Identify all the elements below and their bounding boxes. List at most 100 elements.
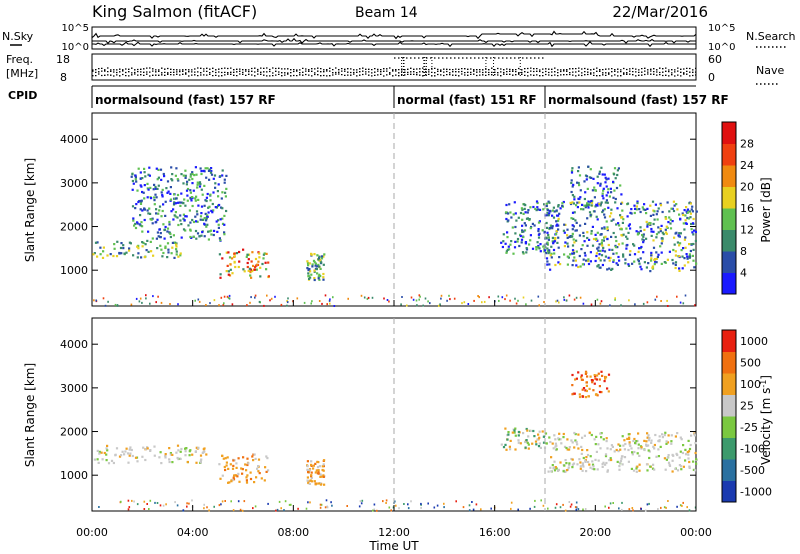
scatter-cell (529, 206, 532, 209)
scatter-cell (626, 437, 629, 440)
scatter-cell (562, 470, 565, 473)
scatter-cell (595, 254, 598, 258)
scatter-cell (96, 449, 99, 452)
scatter-cell (665, 442, 668, 445)
scatter-cell (635, 467, 638, 470)
scatter-cell (189, 175, 192, 178)
nsky-traces (91, 30, 697, 48)
scatter-cell (590, 204, 593, 207)
scatter-cell (558, 256, 561, 259)
scatter-cell (635, 230, 638, 233)
scatter-cell (526, 211, 529, 214)
scatter-cell (196, 183, 199, 186)
scatter-cell (235, 466, 238, 469)
scatter-cell (586, 236, 589, 240)
scatter-cell (603, 380, 606, 383)
scatter-cell (316, 472, 319, 475)
station-title: King Salmon (fitACF) (92, 2, 257, 21)
scatter-cell (515, 219, 518, 222)
scatter-cell (145, 297, 147, 300)
scatter-cell (92, 253, 95, 256)
scatter-cell (678, 456, 681, 459)
scatter-cell (676, 241, 679, 244)
scatter-cell (587, 206, 590, 209)
scatter-cell (125, 447, 128, 450)
scatter-cell (600, 233, 603, 236)
scatter-cell (600, 166, 603, 169)
scatter-cell (598, 202, 601, 206)
scatter-cell (147, 250, 150, 253)
scatter-cell (319, 483, 323, 486)
scatter-cell (665, 506, 667, 509)
scatter-cell (599, 184, 602, 187)
scatter-cell (179, 457, 182, 460)
scatter-cell (618, 224, 621, 227)
scatter-cell (622, 218, 625, 221)
scatter-cell (140, 221, 143, 224)
velocity-scatter (93, 370, 698, 512)
scatter-cell (552, 466, 556, 469)
scatter-cell (169, 199, 172, 202)
scatter-cell (225, 251, 228, 254)
scatter-cell (571, 185, 574, 188)
scatter-cell (173, 202, 176, 205)
scatter-cell (313, 269, 316, 272)
scatter-cell (171, 173, 174, 176)
scatter-cell (523, 203, 526, 206)
scatter-cell (329, 302, 331, 305)
scatter-cell (659, 245, 662, 248)
scatter-cell (627, 433, 630, 436)
scatter-cell (646, 225, 649, 228)
scatter-cell (557, 228, 560, 231)
scatter-cell (234, 265, 237, 269)
scatter-cell (646, 503, 649, 506)
scatter-cell (550, 245, 553, 248)
scatter-cell (581, 378, 584, 381)
scatter-cell (607, 177, 610, 180)
scatter-cell (619, 459, 623, 463)
scatter-cell (157, 168, 160, 171)
scatter-cell (666, 441, 670, 444)
scatter-cell (398, 507, 400, 510)
scatter-cell (429, 302, 431, 305)
scatter-cell (164, 214, 167, 217)
scatter-cell (653, 468, 656, 471)
scatter-cell (688, 509, 691, 512)
scatter-cell (574, 378, 577, 381)
velocity-guides (393, 318, 546, 511)
scatter-cell (306, 468, 309, 471)
scatter-cell (223, 181, 226, 184)
scatter-cell (211, 211, 214, 214)
scatter-cell (318, 300, 321, 302)
scatter-cell (155, 301, 157, 304)
scatter-cell (245, 255, 248, 258)
scatter-cell (107, 300, 109, 303)
scatter-cell (578, 395, 582, 399)
scatter-cell (139, 208, 142, 211)
scatter-cell (615, 223, 618, 226)
scatter-cell (131, 173, 134, 176)
scatter-cell (577, 166, 580, 169)
scatter-cell (536, 201, 539, 205)
scatter-cell (573, 298, 576, 301)
scatter-cell (159, 451, 162, 454)
scatter-cell (328, 299, 331, 302)
scatter-cell (538, 430, 541, 433)
scatter-cell (590, 433, 593, 437)
scatter-cell (255, 268, 258, 271)
scatter-cell (654, 298, 657, 301)
scatter-cell (149, 186, 152, 189)
scatter-cell (191, 177, 194, 181)
scatter-cell (118, 455, 122, 458)
scatter-cell (197, 204, 200, 207)
scatter-cell (318, 265, 321, 268)
scatter-cell (654, 203, 657, 206)
scatter-cell (571, 249, 575, 252)
scatter-cell (307, 275, 310, 278)
scatter-cell (93, 458, 96, 461)
scatter-cell (571, 264, 574, 267)
scatter-cell (543, 249, 547, 252)
scatter-cell (418, 294, 421, 297)
scatter-cell (633, 450, 636, 454)
scatter-cell (638, 262, 641, 265)
